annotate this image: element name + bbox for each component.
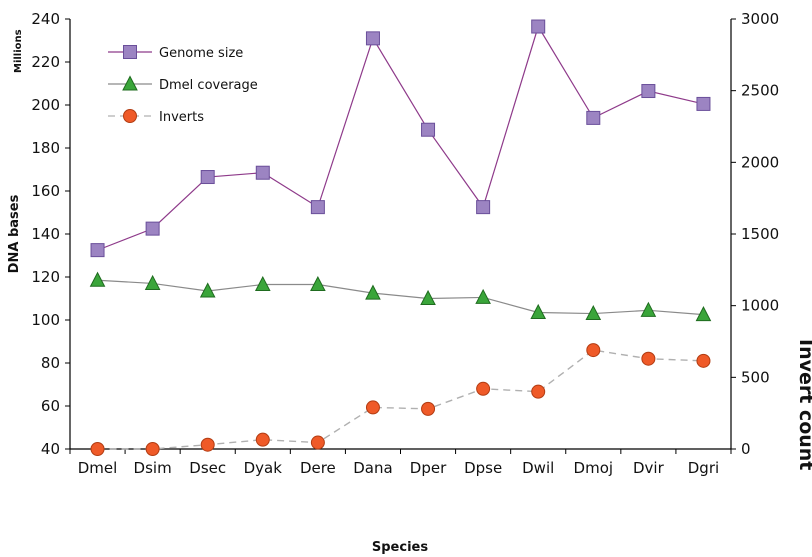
y-tick-label: 140 [31,225,60,243]
x-tick-label: Dgri [688,459,719,477]
tick-labels: 40 60 80 100 120 140 160 180 200 220 240 0 500 1000 15… [31,10,779,477]
data-point [421,401,436,416]
data-point [421,122,436,137]
data-point [144,274,161,290]
data-point [145,221,160,236]
y-tick-label: 120 [31,268,60,286]
legend-marker [122,75,138,91]
data-point [586,343,601,358]
x-tick-label: Dsec [189,459,226,477]
series-layer [89,19,712,456]
x-tick-label: Dsim [134,459,172,477]
data-point [254,275,271,292]
x-tick-label: Dvir [633,459,665,477]
x-tick-label: Dmoj [574,459,614,477]
data-point [696,353,711,368]
data-point [476,381,491,396]
data-point [365,284,381,300]
legend-marker [123,45,137,59]
y-tick-label: 220 [31,53,60,71]
y-tick-label: 60 [41,397,60,415]
y2-tick-label: 2000 [741,153,779,171]
data-point [89,271,106,287]
y2-tick-label: 1000 [741,297,779,315]
y2-axis-title: Invert count [795,339,812,470]
series-line [97,349,704,450]
data-point [641,84,656,99]
legend-label: Inverts [159,110,204,125]
y2-tick-label: 1500 [741,225,779,243]
data-point [585,304,602,321]
data-point [586,110,601,125]
data-point [475,288,491,304]
legend-item: Genome size [108,45,243,61]
series-line [97,25,704,251]
y-tick-label: 200 [31,96,60,114]
data-point [255,432,270,447]
series-line [97,279,704,316]
legend-label: Dmel coverage [159,78,258,93]
data-point [365,400,380,415]
data-point [641,351,656,366]
y-tick-label: 40 [41,440,60,458]
y-tick-label: 160 [31,182,60,200]
data-point [640,301,657,317]
chart-axes [65,18,736,454]
data-point [90,442,105,456]
legend-label: Genome size [159,46,243,61]
data-point [530,303,547,319]
y-axis-title: DNA bases [7,194,22,273]
data-point [476,200,491,215]
y-tick-label: 180 [31,139,60,157]
y2-tick-label: 500 [741,368,770,386]
data-point [420,289,436,305]
legend-item: Inverts [108,109,204,125]
data-point [531,19,546,34]
data-point [200,170,215,185]
data-point [199,282,216,298]
data-point [310,275,326,292]
data-point [200,437,215,452]
x-tick-label: Dyak [244,459,283,477]
y2-tick-label: 3000 [741,10,779,28]
x-tick-label: Dpse [464,459,502,477]
y-tick-label: 240 [31,10,60,28]
x-tick-label: Dper [410,459,447,477]
legend-marker [123,109,137,123]
series-genome-size [90,19,711,258]
data-point [531,384,546,399]
data-point [310,435,325,450]
legend: Genome size Dmel coverage Inverts [108,45,258,125]
y-tick-label: 80 [41,354,60,372]
x-axis-title: Species [372,540,428,555]
y-axis-unit-label: Millions [13,29,24,73]
series-dmel-coverage [89,271,712,322]
data-point [695,306,712,322]
y2-tick-label: 2500 [741,82,779,100]
x-tick-label: Dere [300,459,336,477]
legend-item: Dmel coverage [108,75,258,93]
x-tick-label: Dmel [78,459,118,477]
data-point [145,442,160,456]
data-point [310,200,325,215]
data-point [90,243,105,258]
data-point [696,96,711,111]
data-point [255,165,270,180]
y-tick-label: 100 [31,311,60,329]
x-tick-label: Dana [353,459,392,477]
series-inverts [90,343,711,456]
y2-tick-label: 0 [741,440,751,458]
x-tick-label: Dwil [522,459,554,477]
data-point [365,31,380,46]
